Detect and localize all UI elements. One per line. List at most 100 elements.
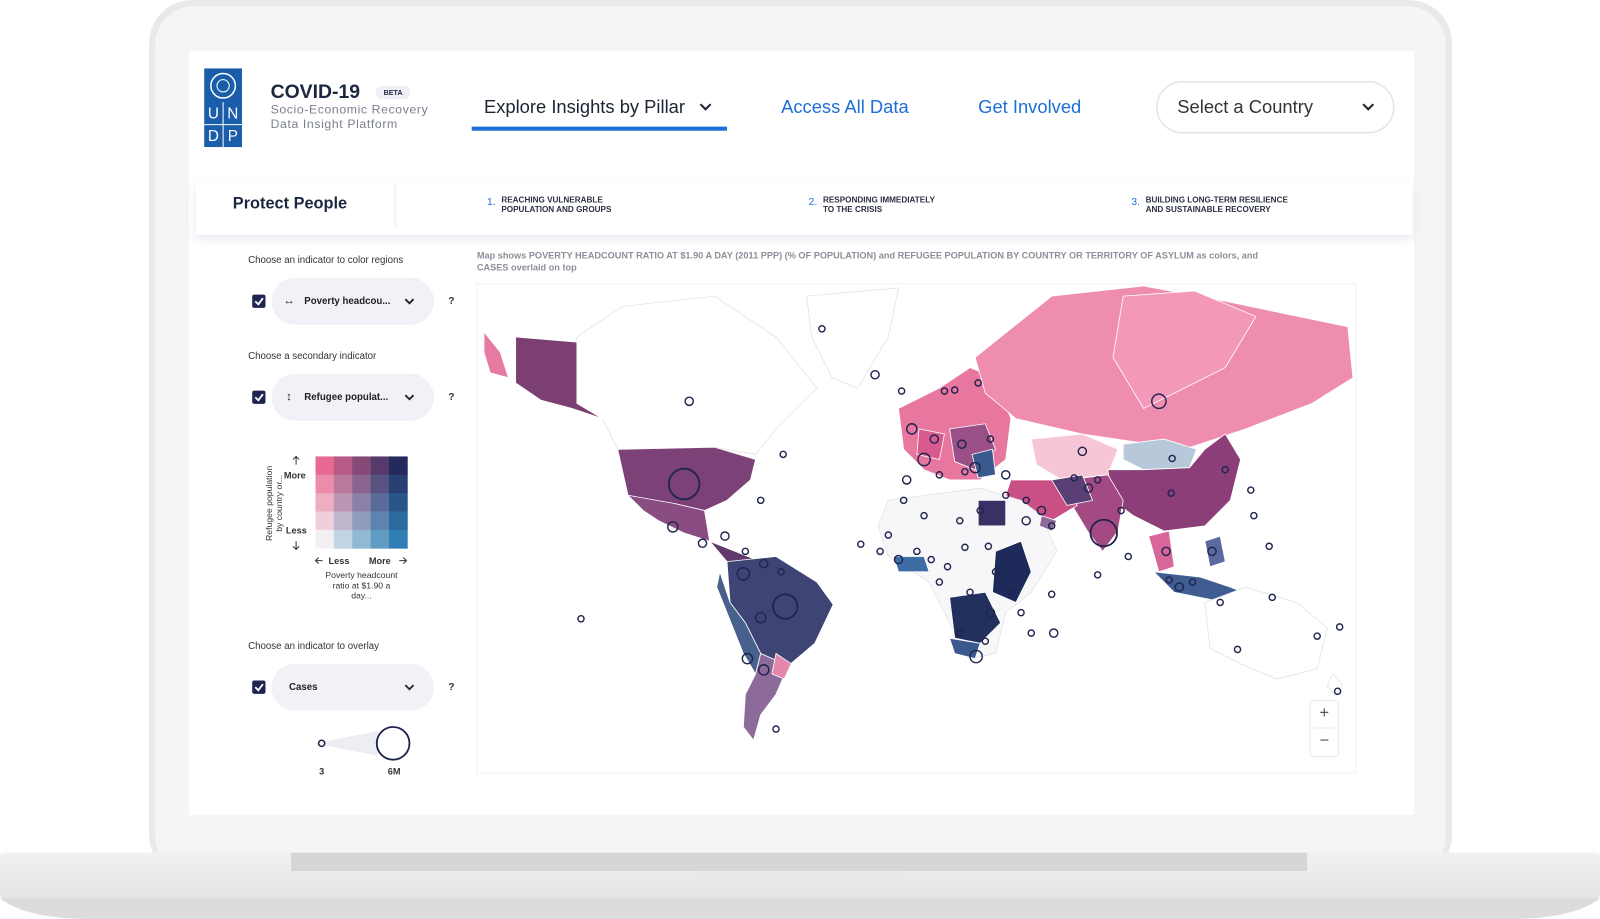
case-bubble[interactable]: [1117, 506, 1125, 515]
case-bubble[interactable]: [1168, 454, 1176, 463]
case-bubble[interactable]: [985, 607, 996, 618]
case-bubble[interactable]: [899, 496, 908, 505]
region[interactable]: [626, 494, 711, 542]
help-icon[interactable]: ?: [448, 392, 454, 403]
case-bubble[interactable]: [779, 450, 787, 459]
region[interactable]: [971, 448, 996, 479]
region[interactable]: [515, 336, 603, 420]
case-bubble[interactable]: [897, 387, 906, 395]
case-bubble[interactable]: [1265, 542, 1273, 551]
case-bubble[interactable]: [976, 506, 984, 515]
case-bubble[interactable]: [901, 475, 912, 485]
case-bubble[interactable]: [1250, 511, 1258, 520]
case-bubble[interactable]: [1017, 608, 1025, 617]
region[interactable]: [771, 652, 792, 680]
case-bubble[interactable]: [974, 379, 982, 387]
pillar-label[interactable]: POPULATION AND GROUPS: [501, 205, 612, 214]
region[interactable]: [483, 330, 510, 379]
case-bubble[interactable]: [927, 555, 935, 564]
case-bubble[interactable]: [1151, 393, 1167, 410]
region[interactable]: [992, 540, 1032, 603]
case-bubble[interactable]: [956, 629, 964, 637]
nav-item[interactable]: Get Involved: [978, 96, 1081, 117]
case-bubble[interactable]: [1093, 571, 1102, 579]
case-bubble[interactable]: [981, 637, 990, 646]
case-bubble[interactable]: [961, 467, 969, 476]
case-bubble[interactable]: [1233, 645, 1242, 654]
case-bubble[interactable]: [1089, 518, 1118, 548]
case-bubble[interactable]: [935, 578, 944, 586]
checkbox[interactable]: [252, 294, 266, 308]
case-bubble[interactable]: [984, 542, 993, 551]
case-bubble[interactable]: [757, 664, 770, 676]
case-bubble[interactable]: [920, 511, 928, 520]
case-bubble[interactable]: [1022, 496, 1030, 505]
case-bubble[interactable]: [913, 547, 921, 556]
case-bubble[interactable]: [772, 725, 780, 733]
case-bubble[interactable]: [741, 547, 750, 556]
case-bubble[interactable]: [1207, 546, 1217, 557]
region[interactable]: [1112, 290, 1257, 409]
indicator-dropdown[interactable]: [271, 373, 434, 421]
pillar-label[interactable]: RESPONDING IMMEDIATELY: [823, 195, 935, 204]
help-icon[interactable]: ?: [448, 296, 454, 307]
case-bubble[interactable]: [1247, 486, 1255, 494]
case-bubble[interactable]: [935, 471, 944, 479]
case-bubble[interactable]: [969, 461, 981, 474]
pillar-label[interactable]: REACHING VULNERABLE: [501, 195, 603, 204]
case-bubble[interactable]: [754, 611, 767, 624]
indicator-dropdown[interactable]: [271, 663, 434, 711]
case-bubble[interactable]: [905, 423, 918, 435]
case-bubble[interactable]: [969, 649, 983, 664]
case-bubble[interactable]: [1161, 546, 1171, 557]
pillar-label[interactable]: TO THE CRISIS: [823, 205, 883, 214]
indicator-dropdown[interactable]: [271, 277, 434, 325]
case-bubble[interactable]: [758, 558, 769, 569]
case-bubble[interactable]: [577, 615, 585, 623]
case-bubble[interactable]: [1124, 552, 1133, 561]
case-bubble[interactable]: [856, 540, 865, 549]
region[interactable]: [1038, 515, 1058, 532]
case-bubble[interactable]: [697, 538, 708, 549]
case-bubble[interactable]: [961, 543, 969, 552]
pillar-active[interactable]: Protect People: [233, 195, 347, 213]
case-bubble[interactable]: [1335, 623, 1344, 631]
case-bubble[interactable]: [1167, 489, 1175, 497]
case-bubble[interactable]: [956, 516, 964, 525]
case-bubble[interactable]: [1333, 687, 1342, 696]
region[interactable]: [977, 499, 1007, 527]
nav-item[interactable]: Explore Insights by Pillar: [484, 96, 685, 117]
case-bubble[interactable]: [1268, 593, 1277, 602]
case-bubble[interactable]: [1077, 446, 1088, 457]
checkbox[interactable]: [252, 680, 266, 694]
checkbox[interactable]: [252, 390, 266, 404]
case-bubble[interactable]: [667, 467, 701, 501]
case-bubble[interactable]: [736, 567, 751, 581]
case-bubble[interactable]: [1070, 474, 1078, 482]
case-bubble[interactable]: [1021, 515, 1031, 526]
region[interactable]: [806, 287, 900, 389]
case-bubble[interactable]: [1048, 628, 1059, 638]
case-bubble[interactable]: [1027, 629, 1036, 637]
case-bubble[interactable]: [818, 325, 826, 333]
pillar-label[interactable]: AND SUSTAINABLE RECOVERY: [1146, 205, 1272, 214]
zoom-out[interactable]: −: [1320, 732, 1330, 750]
case-bubble[interactable]: [1221, 465, 1230, 474]
case-bubble[interactable]: [741, 652, 754, 665]
case-bubble[interactable]: [876, 547, 884, 556]
nav-item[interactable]: Access All Data: [781, 96, 909, 117]
case-bubble[interactable]: [777, 568, 785, 576]
case-bubble[interactable]: [957, 439, 967, 449]
case-bubble[interactable]: [756, 496, 765, 505]
case-bubble[interactable]: [943, 562, 952, 571]
region[interactable]: [1107, 433, 1242, 532]
pillar-label[interactable]: BUILDING LONG-TERM RESILIENCE: [1146, 195, 1289, 204]
case-bubble[interactable]: [1313, 632, 1321, 640]
case-bubble[interactable]: [917, 452, 931, 467]
case-bubble[interactable]: [893, 554, 904, 565]
case-bubble[interactable]: [1174, 582, 1185, 592]
case-bubble[interactable]: [940, 387, 949, 395]
case-bubble[interactable]: [772, 593, 799, 620]
case-bubble[interactable]: [684, 396, 695, 407]
zoom-in[interactable]: +: [1320, 704, 1330, 722]
